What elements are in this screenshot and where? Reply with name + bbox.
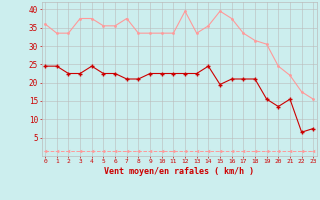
X-axis label: Vent moyen/en rafales ( km/h ): Vent moyen/en rafales ( km/h ) — [104, 167, 254, 176]
